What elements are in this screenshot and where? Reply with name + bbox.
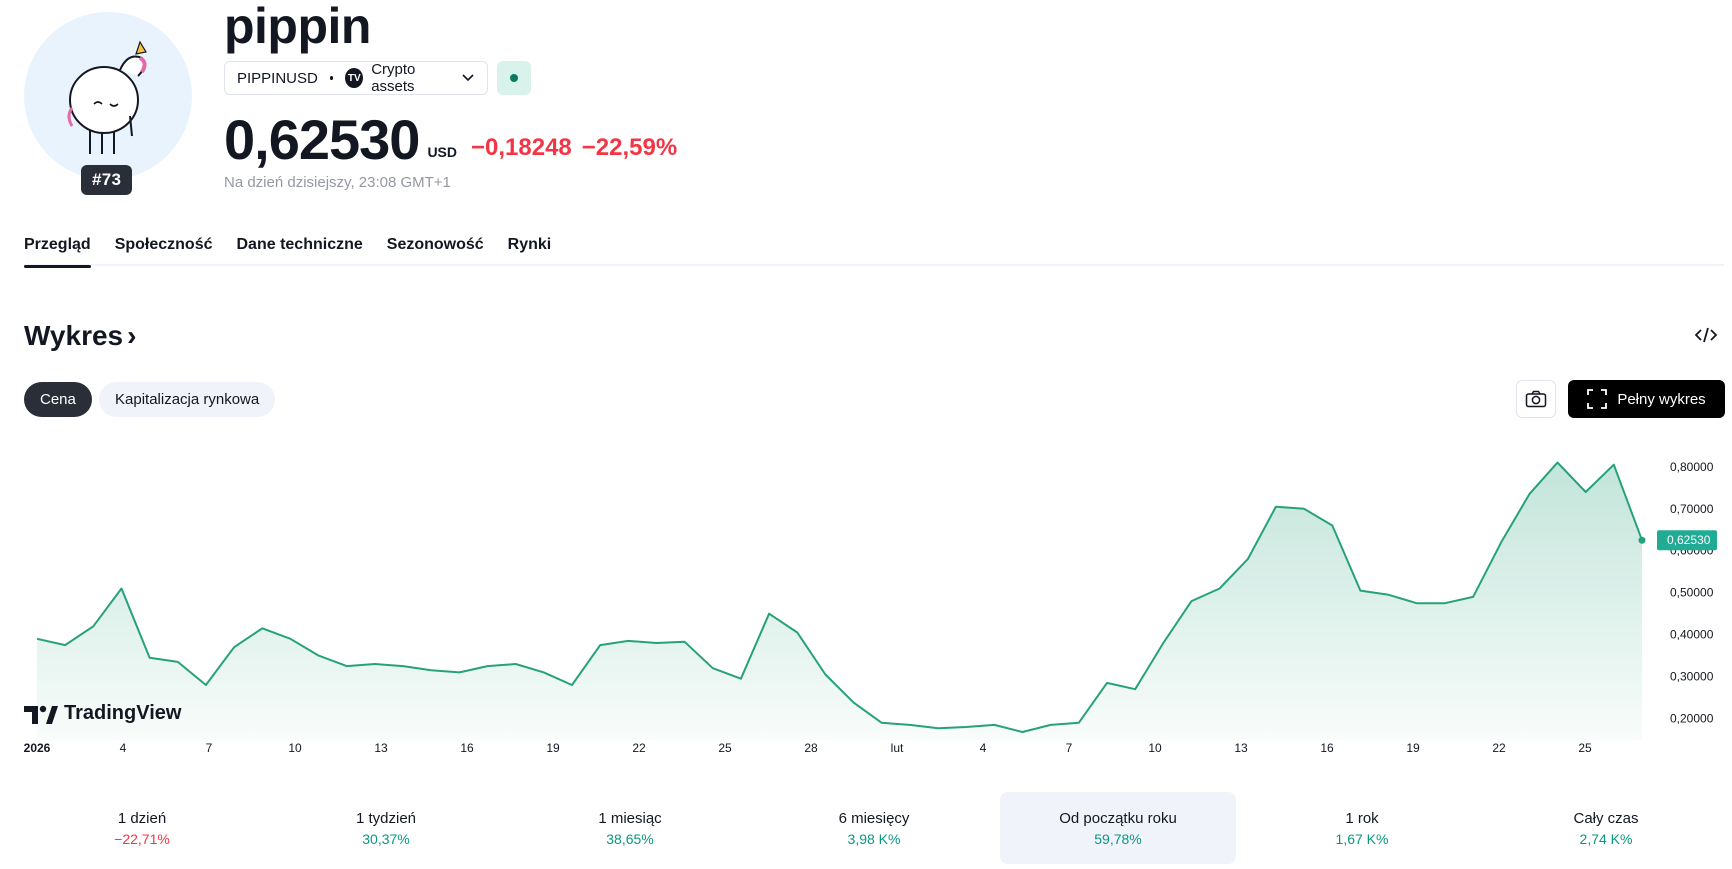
embed-code-icon[interactable] bbox=[1693, 322, 1719, 348]
x-tick-label: 13 bbox=[1234, 741, 1248, 755]
camera-icon bbox=[1525, 390, 1547, 408]
x-tick-label: 10 bbox=[288, 741, 302, 755]
price-area-fill bbox=[37, 462, 1642, 740]
period-1y[interactable]: 1 rok 1,67 K% bbox=[1244, 792, 1480, 864]
performance-periods: 1 dzień −22,71% 1 tydzień 30,37% 1 miesi… bbox=[24, 792, 1724, 864]
price-change-absolute: −0,18248 bbox=[471, 134, 572, 161]
symbol-selector[interactable]: PIPPINUSD TV Crypto assets bbox=[224, 61, 488, 95]
price-timestamp: Na dzień dzisiejszy, 23:08 GMT+1 bbox=[224, 174, 451, 191]
period-label: 6 miesięcy bbox=[838, 809, 910, 827]
last-price-dot bbox=[1638, 536, 1646, 544]
market-cap-toggle-button[interactable]: Kapitalizacja rynkowa bbox=[99, 382, 276, 417]
current-price: 0,62530 bbox=[224, 108, 420, 171]
price-change-percent: −22,59% bbox=[581, 134, 678, 161]
period-1m[interactable]: 1 miesiąc 38,65% bbox=[512, 792, 748, 864]
chevron-down-icon bbox=[461, 70, 475, 86]
period-value: −22,71% bbox=[114, 830, 170, 847]
rank-badge: #73 bbox=[81, 165, 133, 195]
coin-title: pippin bbox=[224, 0, 371, 54]
full-chart-label: Pełny wykres bbox=[1617, 390, 1706, 408]
period-1w[interactable]: 1 tydzień 30,37% bbox=[268, 792, 504, 864]
x-tick-label: 19 bbox=[1406, 741, 1420, 755]
coin-avatar: #73 bbox=[24, 12, 192, 197]
x-tick-label: 16 bbox=[1320, 741, 1334, 755]
period-label: 1 miesiąc bbox=[598, 809, 662, 827]
current-price-tag: 0,62530 bbox=[1657, 530, 1717, 551]
fullscreen-icon bbox=[1587, 389, 1608, 409]
x-tick-label: 4 bbox=[120, 741, 127, 755]
x-axis: 2026 4 7 10 13 16 19 22 25 28 lut 4 7 10 13 16 19 22 25 bbox=[24, 741, 1592, 755]
live-dot-icon bbox=[510, 74, 518, 82]
y-axis: 0,800000,700000,600000,500000,400000,300… bbox=[1670, 460, 1714, 726]
price-chart[interactable]: 0,800000,700000,600000,500000,400000,300… bbox=[0, 430, 1732, 770]
x-tick-label: 4 bbox=[980, 741, 987, 755]
period-label: 1 dzień bbox=[117, 809, 167, 827]
period-1d[interactable]: 1 dzień −22,71% bbox=[24, 792, 260, 864]
period-value: 2,74 K% bbox=[1579, 830, 1633, 847]
period-label: Od początku roku bbox=[1059, 809, 1177, 827]
screenshot-button[interactable] bbox=[1516, 380, 1556, 418]
x-tick-label: 16 bbox=[460, 741, 474, 755]
tradingview-label: TradingView bbox=[64, 702, 182, 724]
period-ytd[interactable]: Od początku roku 59,78% bbox=[1000, 792, 1236, 864]
currency-label: USD bbox=[427, 144, 457, 160]
period-value: 3,98 K% bbox=[847, 830, 901, 847]
period-label: Cały czas bbox=[1573, 809, 1639, 827]
y-tick-label: 0,80000 bbox=[1670, 460, 1714, 474]
y-tick-label: 0,70000 bbox=[1670, 502, 1714, 516]
pippin-logo-image bbox=[24, 12, 192, 180]
y-tick-label: 0,30000 bbox=[1670, 670, 1714, 684]
x-tick-label: 7 bbox=[206, 741, 213, 755]
period-6m[interactable]: 6 miesięcy 3,98 K% bbox=[756, 792, 992, 864]
price-toggle-button[interactable]: Cena bbox=[24, 382, 92, 417]
period-value: 30,37% bbox=[362, 830, 410, 847]
y-tick-label: 0,20000 bbox=[1670, 712, 1714, 726]
price-row: 0,62530 USD −0,18248 −22,59% bbox=[224, 110, 677, 170]
tradingview-watermark: TradingView bbox=[24, 702, 181, 725]
full-chart-button[interactable]: Pełny wykres bbox=[1568, 380, 1725, 418]
x-tick-label: 28 bbox=[804, 741, 818, 755]
x-tick-label: 22 bbox=[1492, 741, 1506, 755]
chart-section-title[interactable]: Wykres › bbox=[24, 320, 136, 352]
period-label: 1 rok bbox=[1345, 809, 1379, 827]
y-tick-label: 0,40000 bbox=[1670, 628, 1714, 642]
chevron-right-icon: › bbox=[127, 320, 137, 351]
tab-overview[interactable]: Przegląd bbox=[24, 236, 91, 268]
price-line bbox=[36, 461, 1643, 733]
x-tick-label: lut bbox=[891, 741, 904, 755]
x-tick-label: 25 bbox=[718, 741, 732, 755]
tab-technicals[interactable]: Dane techniczne bbox=[236, 236, 363, 253]
y-tick-label: 0,50000 bbox=[1670, 586, 1714, 600]
period-value: 38,65% bbox=[606, 830, 654, 847]
current-price-tag-label: 0,62530 bbox=[1667, 533, 1711, 547]
period-label: 1 tydzień bbox=[355, 809, 417, 827]
x-tick-label: 13 bbox=[374, 741, 388, 755]
exchange-label: Crypto assets bbox=[371, 61, 416, 95]
tab-community[interactable]: Społeczność bbox=[114, 236, 213, 253]
symbol-label: PIPPINUSD bbox=[237, 69, 318, 87]
x-tick-label: 7 bbox=[1066, 741, 1073, 755]
x-tick-label: 19 bbox=[546, 741, 560, 755]
chart-section-label: Wykres bbox=[24, 320, 124, 351]
separator-dot bbox=[329, 76, 334, 80]
page-tabs: Przegląd Społeczność Dane techniczne Sez… bbox=[24, 236, 1724, 268]
tab-seasonals[interactable]: Sezonowość bbox=[386, 236, 484, 253]
period-value: 59,78% bbox=[1094, 830, 1142, 847]
current-price-tag-background bbox=[1657, 530, 1717, 551]
x-tick-label: 10 bbox=[1148, 741, 1162, 755]
x-tick-label: 25 bbox=[1578, 741, 1592, 755]
market-status-indicator[interactable] bbox=[497, 61, 531, 95]
period-all-time[interactable]: Cały czas 2,74 K% bbox=[1488, 792, 1724, 864]
tab-markets[interactable]: Rynki bbox=[507, 236, 552, 253]
tradingview-logo-icon bbox=[24, 705, 58, 724]
x-tick-label: 22 bbox=[632, 741, 646, 755]
tradingview-small-icon: TV bbox=[345, 68, 364, 88]
x-tick-label: 2026 bbox=[24, 741, 51, 755]
period-value: 1,67 K% bbox=[1335, 830, 1389, 847]
